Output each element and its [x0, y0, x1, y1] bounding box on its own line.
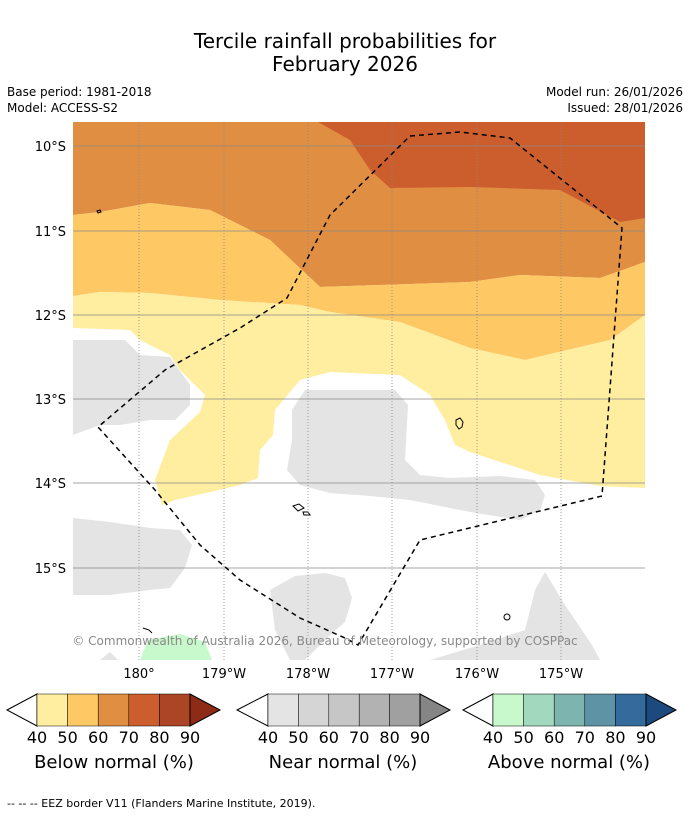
- colorbar-segment: [36, 693, 68, 727]
- above-normal-40-50-area: [140, 634, 212, 660]
- gridlines: [73, 122, 645, 660]
- colorbar-tick-label: 50: [513, 728, 534, 747]
- below-normal-50-60-area: [73, 203, 645, 360]
- colorbar-segment: [298, 693, 330, 727]
- colorbar-tick-label: 40: [26, 728, 48, 747]
- colorbar-segment: [159, 693, 191, 727]
- island-outline: [292, 503, 305, 512]
- near-normal-area-west: [73, 340, 190, 435]
- colorbar-tick-label: 60: [318, 728, 339, 747]
- colorbar-segment: [523, 693, 555, 727]
- longitude-label: 177°W: [370, 667, 414, 682]
- colorbar-low-extension: [235, 693, 269, 727]
- colorbar-tick-label: 80: [379, 728, 400, 747]
- colorbar-high-extension: [645, 693, 678, 727]
- near-normal-area-southeast: [430, 572, 600, 660]
- colorbar-tick-label: 70: [349, 728, 370, 747]
- longitude-label: 175°W: [539, 667, 583, 682]
- longitude-label: 179°W: [202, 667, 246, 682]
- title-line-2: February 2026: [272, 52, 418, 76]
- colorbar-tick-label: 40: [482, 728, 504, 747]
- colorbar-tick-label: 60: [544, 728, 565, 747]
- colorbar-tick-label: 90: [409, 728, 431, 747]
- model-run: Model run: 26/01/2026: [545, 85, 683, 99]
- island-outline: [302, 511, 311, 516]
- colorbar-tick-label: 60: [88, 728, 109, 747]
- colorbar-segment: [267, 693, 299, 727]
- model-name: Model: ACCESS-S2: [7, 101, 119, 115]
- colorbar-tick-label: 50: [288, 728, 309, 747]
- colorbar-segment: [615, 693, 647, 727]
- colorbar-segment: [97, 693, 130, 727]
- colorbar-tick-label: 80: [149, 728, 170, 747]
- near-normal-area-central: [287, 390, 545, 520]
- island-outline: [96, 209, 102, 214]
- island-outline: [455, 417, 464, 430]
- issued-date: Issued: 28/01/2026: [567, 101, 683, 115]
- colorbar-segment: [128, 693, 160, 727]
- colorbar-tick-label: 70: [118, 728, 139, 747]
- below-normal-40-50-area: [73, 292, 645, 505]
- colorbar-segment: [328, 693, 360, 727]
- colorbar-tick-label: 50: [57, 728, 78, 747]
- colorbar-segment: [492, 693, 524, 727]
- island-outline: [503, 613, 511, 621]
- colorbar-high-extension: [419, 693, 452, 727]
- meta-right: Model run: 26/01/2026 Issued: 28/01/2026: [546, 84, 683, 116]
- longitude-label: 180°: [123, 667, 154, 682]
- colorbar-tick-label: 90: [179, 728, 201, 747]
- colorbar-tick-label: 90: [635, 728, 657, 747]
- copyright-text: © Commonwealth of Australia 2026, Bureau…: [72, 634, 577, 648]
- meta-left: Base period: 1981-2018 Model: ACCESS-S2: [7, 84, 152, 116]
- longitude-label: 178°W: [286, 667, 330, 682]
- colorbar-segment: [584, 693, 616, 727]
- latitude-label: 13°S: [35, 393, 66, 408]
- colorbar-tick-label: 80: [605, 728, 626, 747]
- map-fields: [73, 122, 645, 660]
- latitude-label: 12°S: [35, 309, 66, 324]
- colorbar-tick-label: 70: [574, 728, 595, 747]
- island-outline: [142, 627, 153, 634]
- eez-legend-line: -- -- -- EEZ border V11 (Flanders Marine…: [7, 797, 316, 810]
- latitude-label: 10°S: [35, 140, 66, 155]
- chart-title: Tercile rainfall probabilities for Febru…: [0, 30, 690, 76]
- colorbar-low-extension: [461, 693, 494, 727]
- colorbar-label-near: Near normal (%): [268, 752, 418, 773]
- base-period: Base period: 1981-2018: [7, 85, 152, 99]
- near-normal-area-southwest: [73, 518, 192, 595]
- colorbar-label-below: Below normal (%): [34, 752, 194, 773]
- latitude-label: 15°S: [35, 562, 66, 577]
- near-normal-area-tiny: [100, 652, 118, 660]
- latitude-label: 14°S: [35, 477, 66, 492]
- title-line-1: Tercile rainfall probabilities for: [193, 29, 497, 53]
- colorbar-segment: [67, 693, 99, 727]
- colorbar-low-extension: [5, 693, 38, 727]
- colorbars: [5, 693, 678, 727]
- colorbar-label-above: Above normal (%): [487, 752, 651, 773]
- latitude-label: 11°S: [35, 225, 66, 240]
- colorbar-high-extension: [189, 693, 222, 727]
- eez-border: [96, 131, 623, 647]
- near-normal-area-south: [270, 573, 352, 660]
- colorbar-tick-label: 40: [257, 728, 279, 747]
- longitude-label: 176°W: [455, 667, 499, 682]
- colorbar-segment: [358, 693, 390, 727]
- colorbar-segment: [553, 693, 586, 727]
- colorbar-segment: [389, 693, 421, 727]
